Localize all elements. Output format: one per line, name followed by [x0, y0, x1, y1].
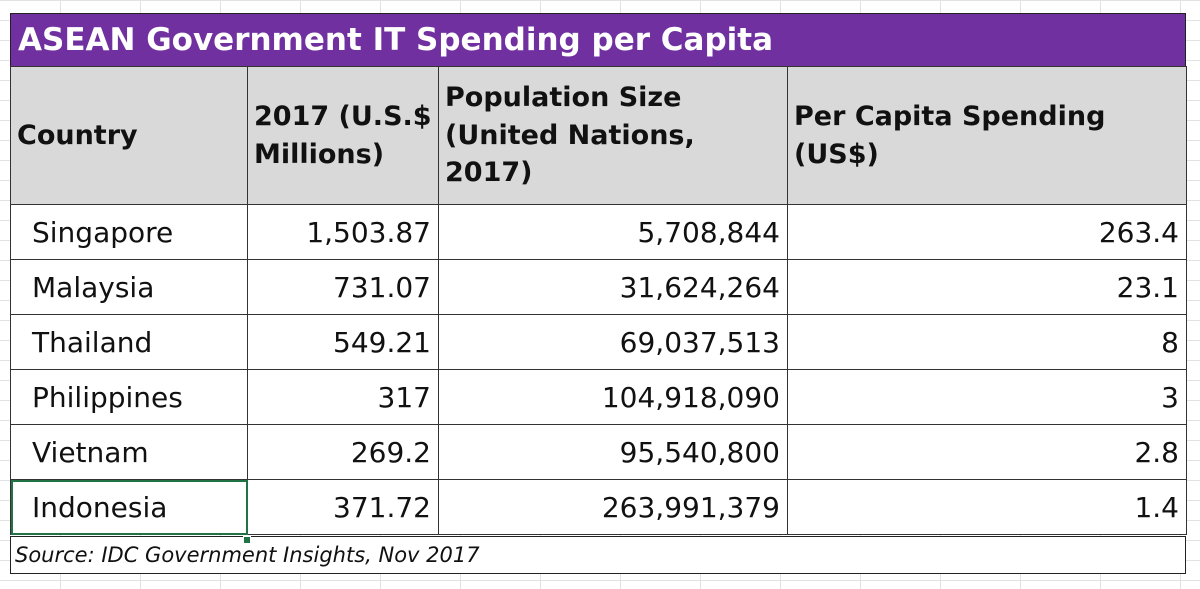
table-row: Indonesia 371.72 263,991,379 1.4 [10, 479, 1187, 535]
cell-per-capita[interactable]: 1.4 [787, 479, 1187, 535]
cell-population[interactable]: 31,624,264 [438, 259, 788, 315]
cell-per-capita[interactable]: 3 [787, 369, 1187, 425]
cell-population[interactable]: 5,708,844 [438, 204, 788, 260]
header-spending-millions[interactable]: 2017 (U.S.$ Millions) [247, 66, 439, 205]
cell-spending[interactable]: 1,503.87 [247, 204, 439, 260]
source-note[interactable]: Source: IDC Government Insights, Nov 201… [10, 536, 1186, 574]
cell-country[interactable]: Vietnam [10, 424, 248, 480]
data-table: Country 2017 (U.S.$ Millions) Population… [10, 66, 1187, 535]
cell-country[interactable]: Singapore [10, 204, 248, 260]
header-per-capita[interactable]: Per Capita Spending (US$) [787, 66, 1187, 205]
table-row: Philippines 317 104,918,090 3 [10, 369, 1187, 425]
cell-population[interactable]: 263,991,379 [438, 479, 788, 535]
fill-handle[interactable] [243, 536, 251, 544]
cell-population[interactable]: 104,918,090 [438, 369, 788, 425]
table-row: Vietnam 269.2 95,540,800 2.8 [10, 424, 1187, 480]
table-title[interactable]: ASEAN Government IT Spending per Capita [10, 13, 1186, 67]
table-row: Thailand 549.21 69,037,513 8 [10, 314, 1187, 370]
cell-country[interactable]: Malaysia [10, 259, 248, 315]
cell-spending[interactable]: 731.07 [247, 259, 439, 315]
cell-per-capita[interactable]: 263.4 [787, 204, 1187, 260]
cell-population[interactable]: 69,037,513 [438, 314, 788, 370]
cell-spending[interactable]: 371.72 [247, 479, 439, 535]
header-row: Country 2017 (U.S.$ Millions) Population… [10, 66, 1187, 205]
cell-spending[interactable]: 317 [247, 369, 439, 425]
cell-per-capita[interactable]: 23.1 [787, 259, 1187, 315]
cell-population[interactable]: 95,540,800 [438, 424, 788, 480]
table-row: Singapore 1,503.87 5,708,844 263.4 [10, 204, 1187, 260]
header-population[interactable]: Population Size (United Nations, 2017) [438, 66, 788, 205]
cell-per-capita[interactable]: 2.8 [787, 424, 1187, 480]
cell-country[interactable]: Philippines [10, 369, 248, 425]
cell-spending[interactable]: 269.2 [247, 424, 439, 480]
cell-country-selected[interactable]: Indonesia [10, 479, 248, 535]
cell-spending[interactable]: 549.21 [247, 314, 439, 370]
cell-per-capita[interactable]: 8 [787, 314, 1187, 370]
cell-country[interactable]: Thailand [10, 314, 248, 370]
table-row: Malaysia 731.07 31,624,264 23.1 [10, 259, 1187, 315]
header-country[interactable]: Country [10, 66, 248, 205]
